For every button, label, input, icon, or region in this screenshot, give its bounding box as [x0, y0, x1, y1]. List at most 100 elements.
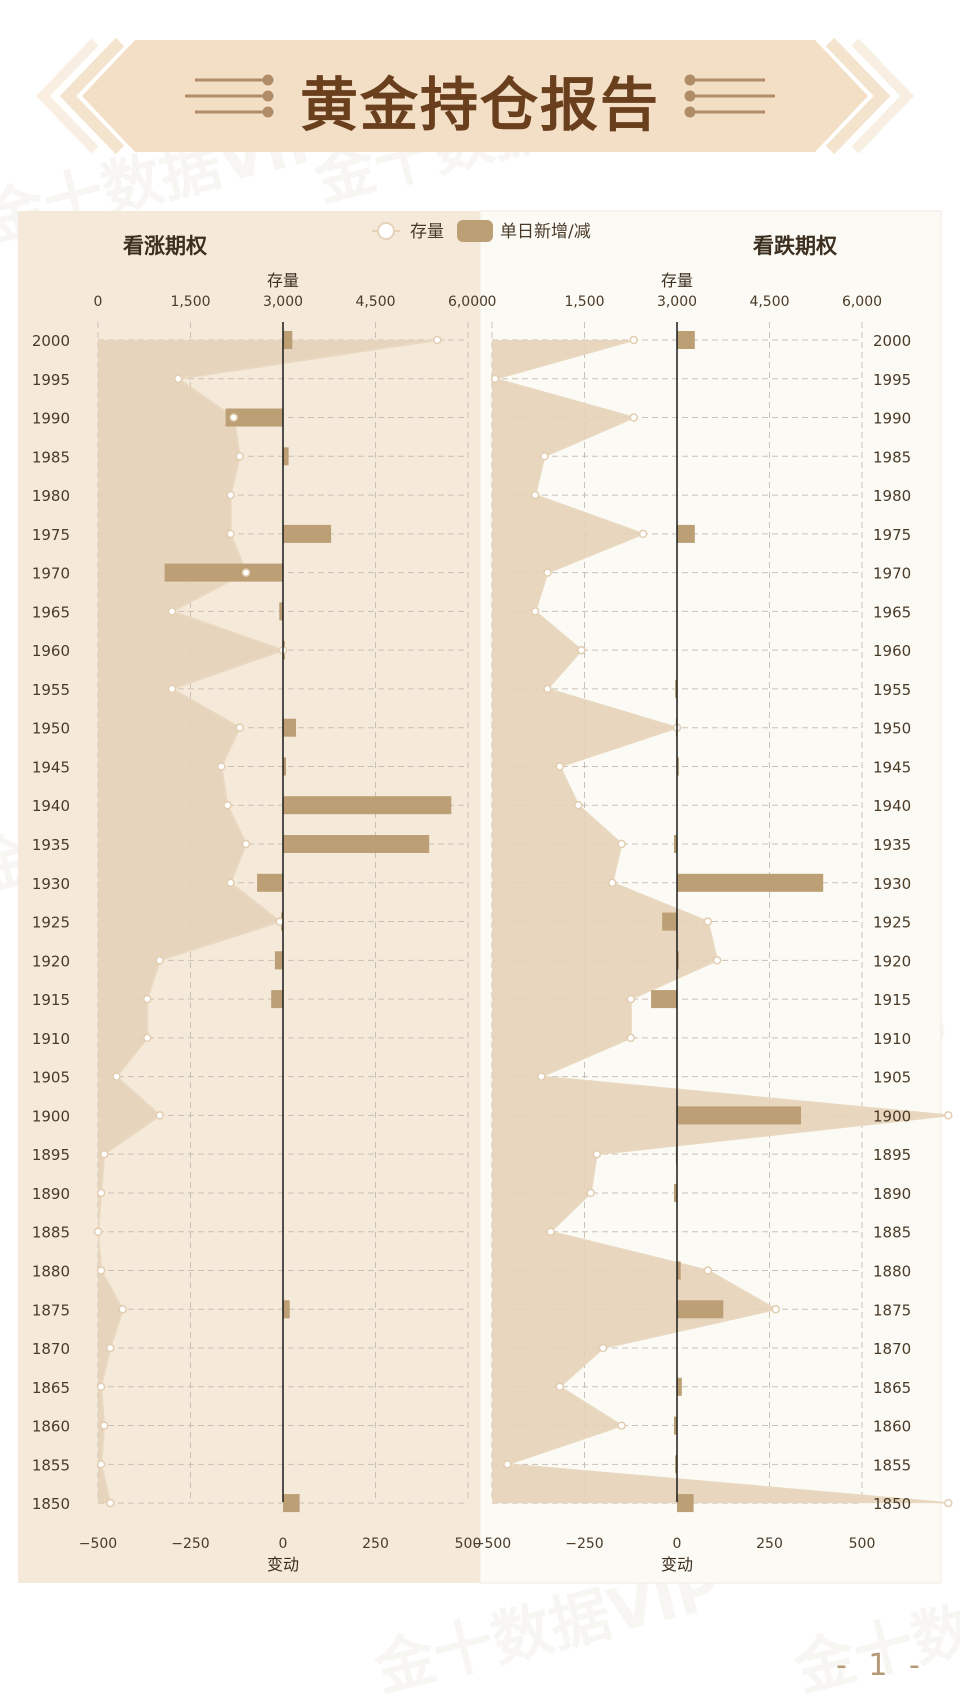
stock-point [543, 684, 552, 694]
stock-point [586, 1188, 595, 1198]
stock-point [771, 1305, 780, 1314]
category-label: 1940 [873, 797, 911, 815]
change-bar [674, 1183, 677, 1202]
category-label: 1910 [32, 1030, 70, 1048]
category-label: 1980 [32, 487, 70, 505]
stock-point [638, 529, 648, 539]
category-label: 1945 [873, 758, 911, 776]
category-label: 1980 [873, 487, 911, 505]
stock-point [155, 956, 164, 965]
category-label: 1860 [873, 1418, 911, 1436]
stock-point [226, 878, 235, 888]
category-label: 1850 [873, 1495, 911, 1513]
top-tick-label: 3,000 [657, 294, 697, 310]
chevron-right-icon [851, 38, 914, 154]
top-tick-label: 1,500 [170, 294, 210, 310]
category-label: 1875 [873, 1301, 911, 1319]
stock-point [598, 1343, 608, 1353]
change-bar [651, 990, 677, 1009]
category-label: 1875 [32, 1301, 70, 1319]
chevron-right-icon [825, 37, 891, 155]
category-label: 1990 [32, 410, 70, 428]
stock-point [229, 413, 238, 422]
category-label: 1925 [873, 914, 911, 932]
change-bar [283, 1300, 290, 1319]
change-bar [662, 912, 677, 931]
stock-point [540, 452, 549, 461]
change-bar [675, 679, 677, 698]
bottom-tick-label: −500 [473, 1536, 511, 1552]
category-label: 1870 [32, 1340, 70, 1358]
category-label: 1880 [873, 1262, 911, 1280]
category-label: 1855 [873, 1456, 911, 1474]
stock-point [143, 994, 152, 1004]
category-label: 1865 [873, 1379, 911, 1397]
change-bar [164, 563, 283, 582]
stock-point [944, 1498, 953, 1508]
stock-point [490, 374, 500, 384]
change-bar [279, 602, 283, 621]
stock-point [546, 1227, 555, 1236]
chevron-left-icon [59, 37, 125, 155]
stock-point [241, 839, 251, 849]
legend-bar-label: 单日新增/减 [500, 222, 591, 242]
stock-point [617, 839, 626, 849]
stock-area [98, 340, 438, 1504]
change-bar [274, 951, 283, 970]
change-bar [675, 1455, 677, 1474]
change-bar [283, 331, 293, 349]
category-label: 1920 [32, 952, 70, 970]
category-label: 1900 [873, 1107, 911, 1125]
stock-point [155, 1111, 164, 1120]
stock-point [241, 568, 251, 577]
change-bar [674, 835, 677, 853]
top-tick-label: 0 [488, 294, 497, 310]
stock-point [629, 413, 639, 422]
page-number: - 1 - [836, 1648, 926, 1683]
stock-point [537, 1072, 546, 1081]
category-label: 1995 [873, 371, 911, 389]
stock-point [167, 607, 177, 616]
page-title: 黄金持仓报告 [299, 71, 660, 139]
stock-point [592, 1149, 602, 1159]
change-bar [677, 873, 824, 892]
stock-point [626, 1033, 636, 1043]
change-bar [257, 873, 283, 892]
legend-line-label: 存量 [410, 222, 444, 242]
change-bar [283, 524, 332, 543]
stock-point [93, 1227, 103, 1236]
change-bar [283, 796, 452, 815]
stock-point [629, 335, 639, 345]
stock-point [96, 1382, 106, 1392]
stock-point [530, 490, 540, 500]
stock-point [712, 956, 722, 965]
stock-point [96, 1460, 106, 1469]
stock-point [574, 800, 583, 810]
category-label: 1955 [873, 681, 911, 699]
category-label: 1880 [32, 1262, 70, 1280]
legend-line-marker-icon [377, 222, 395, 240]
change-bar [674, 1416, 677, 1435]
top-tick-label: 6,000 [448, 294, 488, 310]
category-label: 1885 [873, 1224, 911, 1242]
stock-point [235, 723, 245, 732]
stock-point [432, 335, 442, 345]
bottom-tick-label: 0 [279, 1536, 288, 1552]
stock-point [96, 1188, 106, 1198]
category-label: 1985 [873, 448, 911, 466]
category-label: 1930 [32, 875, 70, 893]
legend: 存量 单日新增/减 [372, 220, 591, 242]
stock-point [118, 1305, 127, 1314]
chart-panel-2: 看跌期权 2000 1995 1990 1985 1980 1975 1970 1965 1960… [473, 234, 953, 1574]
bottom-tick-label: −500 [79, 1536, 117, 1552]
top-axis-label: 存量 [267, 271, 299, 290]
change-bar [677, 1494, 694, 1513]
stock-point [223, 800, 232, 810]
category-label: 1865 [32, 1379, 70, 1397]
category-label: 1950 [32, 720, 70, 738]
banner-ribbon [82, 40, 868, 152]
category-label: 1985 [32, 448, 70, 466]
category-label: 1940 [32, 797, 70, 815]
change-bar [283, 718, 296, 737]
category-label: 1915 [32, 991, 70, 1009]
